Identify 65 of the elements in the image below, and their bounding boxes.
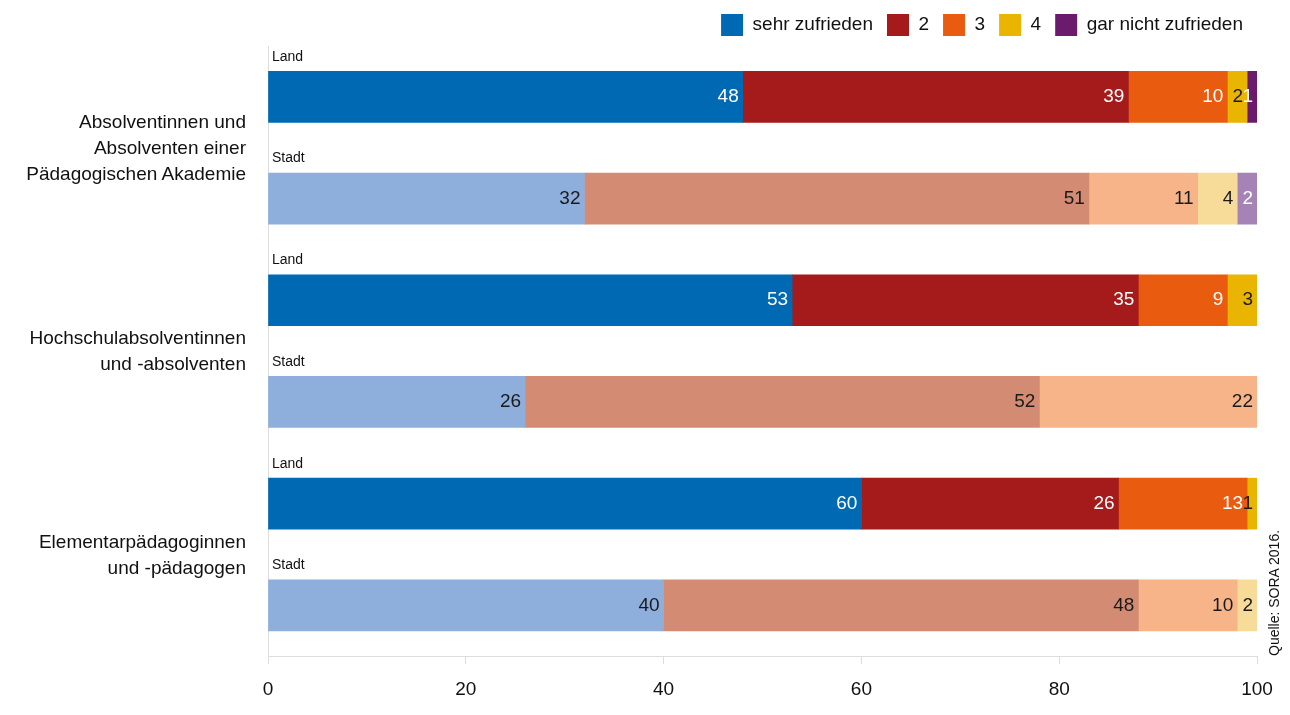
text: Elementarpädagoginnen und -pädagogen (37, 529, 246, 580)
x-tick-label: 40 (653, 677, 675, 699)
data-label: 2 (1242, 186, 1253, 208)
y-tick-label: Land (272, 454, 304, 471)
data-label: 51 (1063, 186, 1085, 208)
data-label: 10 (1212, 593, 1234, 615)
data-label: 60 (836, 491, 858, 513)
y-tick-label: Land (272, 251, 304, 268)
bar (268, 579, 664, 632)
x-tick-label: 80 (1048, 677, 1070, 699)
data-label: 13 (1221, 491, 1244, 513)
x-tick-label: 20 (455, 677, 477, 699)
bar (1227, 274, 1257, 327)
bar (1137, 579, 1238, 632)
data-label: 2 (1232, 85, 1244, 107)
bar (524, 376, 1040, 428)
y-tick-label: Stadt (272, 556, 305, 573)
legend-label: gar nicht zufrieden (1086, 13, 1244, 35)
data-label: 1 (1242, 491, 1253, 513)
data-label: 22 (1231, 390, 1253, 412)
bar (742, 71, 1129, 123)
data-label: 48 (717, 85, 739, 107)
bar (1137, 274, 1228, 327)
data-label: 9 (1212, 288, 1224, 310)
x-tick-label: 0 (262, 677, 274, 699)
data-label: 40 (638, 593, 660, 615)
bar (861, 477, 1119, 530)
bar (663, 579, 1139, 632)
data-label: 26 (1093, 491, 1115, 513)
y-tick-label: Stadt (272, 149, 305, 166)
data-label: 39 (1103, 85, 1125, 107)
data-label: 26 (500, 390, 522, 412)
bar (268, 172, 585, 225)
y-tick-label: Stadt (272, 352, 305, 369)
bar (1128, 71, 1228, 123)
bar (1039, 376, 1257, 428)
source-note: Quelle: SORA 2016. (1266, 530, 1282, 657)
bar (268, 477, 862, 530)
data-label: 53 (767, 288, 789, 310)
bar (268, 376, 526, 428)
data-label: 3 (1242, 288, 1253, 310)
bar (268, 274, 793, 327)
bar (1088, 172, 1198, 225)
bar (791, 274, 1139, 327)
bar (1197, 172, 1238, 225)
bar (584, 172, 1090, 225)
data-label: 4 (1222, 186, 1234, 208)
text: Hochschulabsolventinnen und -absolventen (28, 326, 246, 377)
data-label: 2 (1242, 593, 1253, 615)
legend-label: 3 (974, 13, 986, 35)
x-tick-label: 100 (1241, 677, 1273, 699)
data-label: 48 (1113, 593, 1135, 615)
y-tick-label: Land (272, 47, 304, 64)
x-tick-label: 60 (850, 677, 872, 699)
legend-label: sehr zufrieden (752, 13, 873, 35)
data-label: 10 (1202, 85, 1224, 107)
data-label: 32 (559, 186, 581, 208)
legend-label: 4 (1030, 13, 1042, 35)
data-label: 11 (1173, 186, 1194, 208)
text: Absolventinnen und Absolventen einer Pädagogischen Akademie (25, 109, 246, 186)
legend-label: 2 (918, 13, 930, 35)
bar (1246, 477, 1257, 530)
bar (268, 71, 744, 123)
data-label: 52 (1014, 390, 1036, 412)
data-label: 35 (1113, 288, 1135, 310)
